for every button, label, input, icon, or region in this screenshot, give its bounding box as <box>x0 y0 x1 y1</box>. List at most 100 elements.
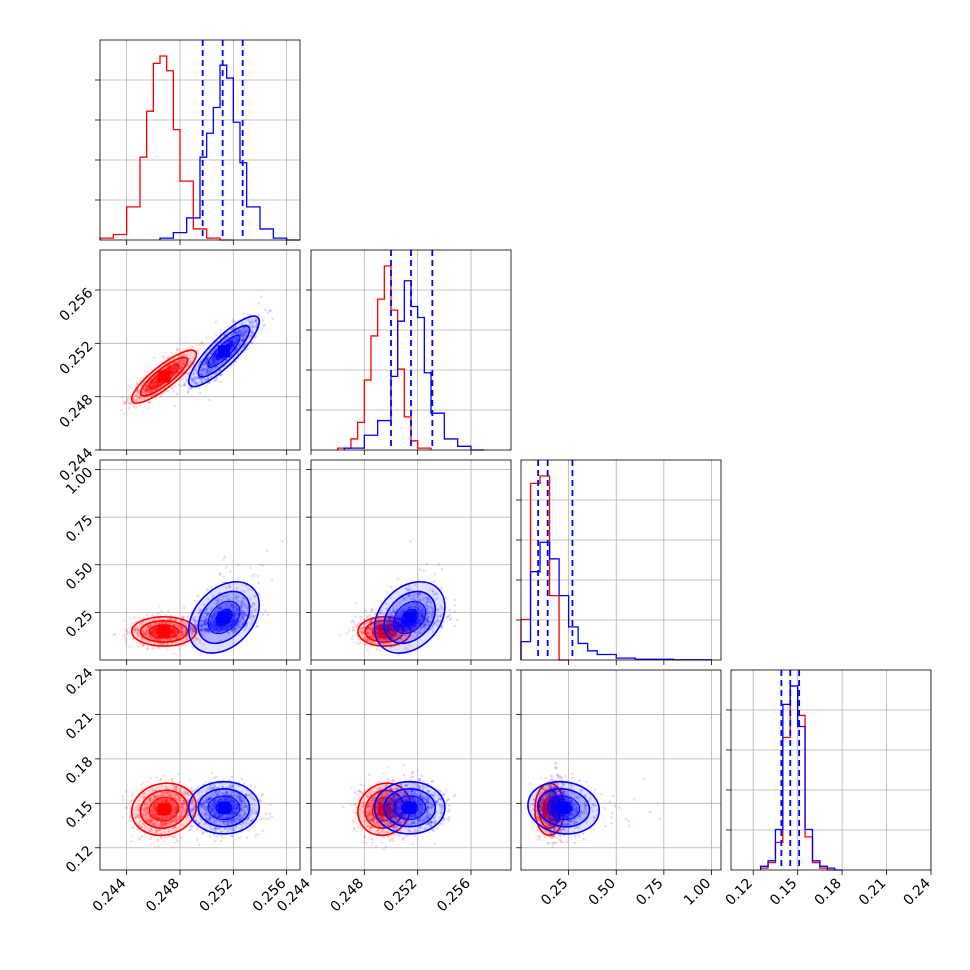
scatter-point <box>140 383 143 387</box>
scatter-point <box>231 340 234 343</box>
scatter-point <box>205 369 209 373</box>
scatter-point <box>208 363 211 367</box>
scatter-point <box>200 368 204 371</box>
scatter-point <box>151 384 155 387</box>
scatter-point <box>137 393 140 397</box>
scatter-point <box>239 328 243 331</box>
scatter-point <box>249 334 253 338</box>
scatter-point <box>137 396 141 400</box>
scatter-point <box>189 361 192 365</box>
scatter-point <box>211 361 215 365</box>
scatter-point <box>183 383 186 386</box>
scatter-point <box>146 386 149 390</box>
scatter-point <box>241 330 245 333</box>
scatter-point <box>172 365 175 369</box>
scatter-point <box>200 341 204 345</box>
scatter-point <box>200 368 203 372</box>
scatter-point <box>181 365 185 368</box>
scatter-point <box>250 341 253 345</box>
scatter-point <box>192 370 196 374</box>
scatter-point <box>262 564 265 568</box>
scatter-point <box>209 362 212 366</box>
scatter-point <box>230 353 233 357</box>
scatter-point <box>135 382 139 385</box>
scatter-point <box>265 549 269 552</box>
scatter-point <box>220 373 223 377</box>
scatter-point <box>161 628 164 632</box>
scatter-point <box>195 381 199 385</box>
density-peak <box>218 345 230 358</box>
scatter-point <box>177 360 181 363</box>
scatter-point <box>236 332 239 335</box>
scatter-point <box>124 639 128 642</box>
scatter-point <box>253 572 256 576</box>
scatter-point <box>229 339 232 343</box>
scatter-point <box>134 392 137 396</box>
scatter-point <box>190 386 194 390</box>
scatter-point <box>145 387 148 391</box>
scatter-point <box>199 369 202 373</box>
histogram-step-red <box>520 475 569 661</box>
scatter-point <box>178 361 181 365</box>
scatter-point <box>145 384 149 388</box>
scatter-point <box>243 345 246 348</box>
scatter-point <box>182 606 186 610</box>
scatter-point <box>257 313 260 317</box>
scatter-point <box>202 363 205 366</box>
scatter-point <box>165 365 168 369</box>
scatter-point <box>214 333 218 336</box>
scatter-point <box>153 384 157 388</box>
scatter-point <box>203 367 207 370</box>
scatter-point <box>144 369 147 373</box>
scatter-point <box>205 357 209 361</box>
scatter-point <box>193 377 197 381</box>
scatter-point <box>206 377 210 381</box>
scatter-point <box>195 343 199 347</box>
scatter-point <box>244 331 247 334</box>
scatter-point <box>178 363 182 367</box>
scatter-point <box>174 362 177 365</box>
scatter-point <box>243 331 247 334</box>
scatter-point <box>205 352 208 355</box>
scatter-point <box>171 366 174 369</box>
scatter-point <box>157 611 160 615</box>
scatter-point <box>128 401 132 405</box>
scatter-point <box>268 309 272 313</box>
scatter-point <box>255 319 258 322</box>
scatter-point <box>167 609 170 613</box>
scatter-point <box>231 333 235 337</box>
scatter-point <box>124 402 127 406</box>
scatter-point <box>244 331 247 335</box>
scatter-point <box>124 400 128 404</box>
density-peak <box>158 370 170 383</box>
scatter-point <box>167 367 171 371</box>
scatter-point <box>251 331 254 335</box>
scatter-point <box>176 370 180 374</box>
scatter-point <box>214 367 218 370</box>
scatter-point <box>143 389 147 392</box>
scatter-point <box>150 394 153 398</box>
scatter-point <box>175 371 179 375</box>
scatter-point <box>122 402 125 406</box>
scatter-point <box>260 328 264 331</box>
scatter-point <box>200 381 204 384</box>
scatter-point <box>155 383 159 386</box>
scatter-point <box>129 402 133 405</box>
scatter-point <box>237 329 241 333</box>
scatter-point <box>142 398 145 401</box>
scatter-point <box>178 359 182 363</box>
scatter-point <box>250 335 253 338</box>
scatter-point <box>234 360 237 363</box>
scatter-point <box>208 363 212 366</box>
scatter-point <box>183 363 186 366</box>
scatter-point <box>196 594 200 598</box>
scatter-point <box>151 388 155 392</box>
scatter-point <box>243 337 246 340</box>
scatter-point <box>146 389 150 393</box>
histogram-step-red <box>337 265 432 450</box>
scatter-point <box>180 384 183 388</box>
scatter-point <box>180 362 183 365</box>
scatter-point <box>211 358 214 362</box>
scatter-point <box>187 363 190 367</box>
scatter-point <box>359 618 363 621</box>
